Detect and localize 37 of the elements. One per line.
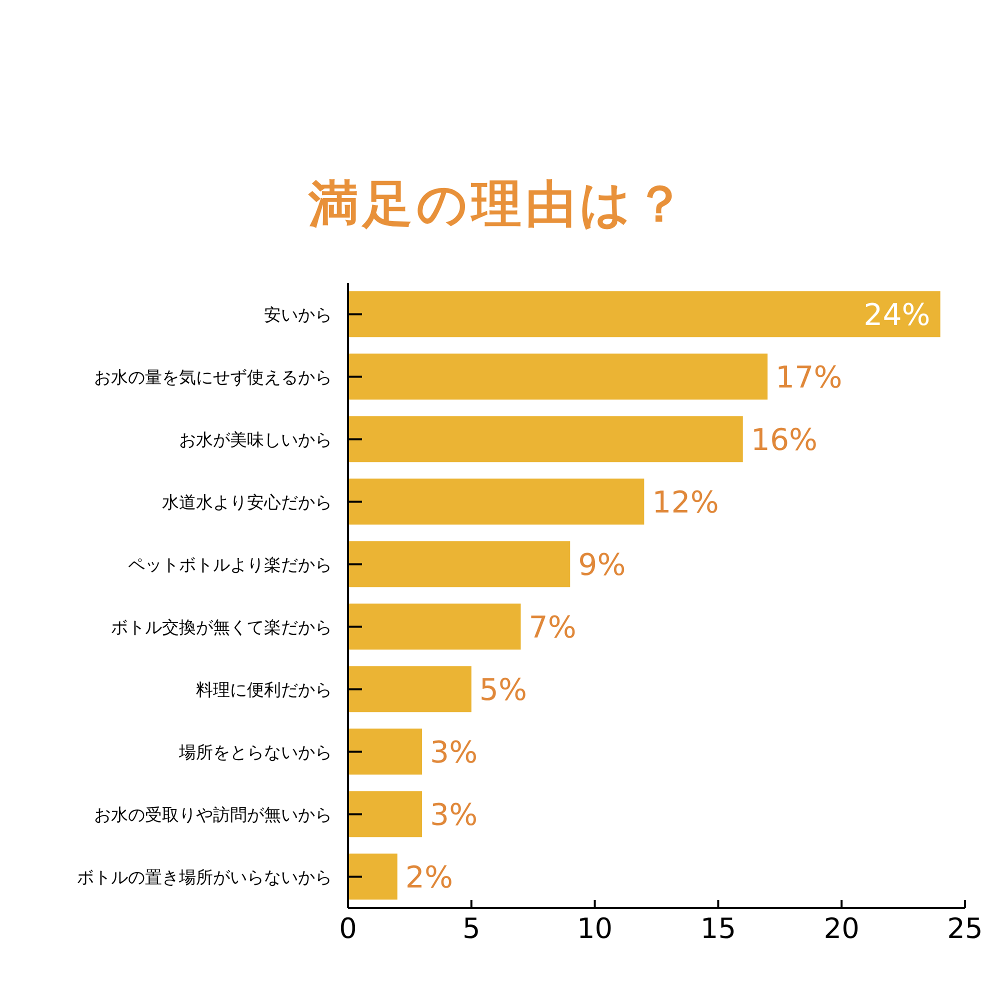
- y-tick-label: 料理に便利だから: [196, 680, 332, 700]
- y-tick-label: お水が美味しいから: [179, 430, 332, 450]
- y-tick-label: 安いから: [264, 305, 332, 326]
- y-tick-label: お水の受取りや訪問が無いから: [94, 805, 332, 826]
- y-tick-label: ボトル交換が無くて楽だから: [111, 618, 332, 638]
- x-tick-label: 20: [824, 912, 860, 945]
- y-tick-label: お水の量を気にせず使えるから: [94, 368, 332, 388]
- bar: [348, 604, 521, 650]
- x-tick-label: 0: [339, 912, 357, 945]
- data-label: 3%: [430, 735, 478, 770]
- x-tick-label: 25: [947, 912, 983, 945]
- bar: [348, 791, 422, 838]
- bar: [348, 416, 743, 462]
- data-label: 7%: [528, 610, 576, 646]
- y-tick-label: ペットボトルより楽だから: [128, 555, 332, 576]
- y-tick-label: ボトルの置き場所がいらないから: [77, 868, 332, 888]
- y-tick-label: 水道水より安心だから: [162, 492, 332, 513]
- data-label: 5%: [479, 672, 527, 708]
- bar: [348, 728, 422, 775]
- bar: [348, 478, 644, 525]
- data-label: 2%: [405, 860, 453, 896]
- data-label: 3%: [430, 798, 478, 833]
- bar: [348, 854, 398, 900]
- chart-title: 満足の理由は？: [308, 174, 688, 235]
- data-label: 16%: [750, 422, 818, 458]
- x-tick-label: 10: [576, 912, 613, 945]
- x-tick-label: 5: [462, 912, 480, 945]
- bar: [348, 666, 472, 712]
- data-label: 9%: [578, 548, 626, 583]
- bar: [348, 541, 570, 588]
- data-label: 12%: [652, 485, 719, 520]
- data-label: 17%: [776, 360, 842, 396]
- data-label: 24%: [864, 298, 930, 333]
- y-tick-label: 場所をとらないから: [178, 742, 332, 763]
- bar: [348, 354, 768, 400]
- x-tick-label: 15: [700, 912, 736, 945]
- bar: [348, 291, 940, 338]
